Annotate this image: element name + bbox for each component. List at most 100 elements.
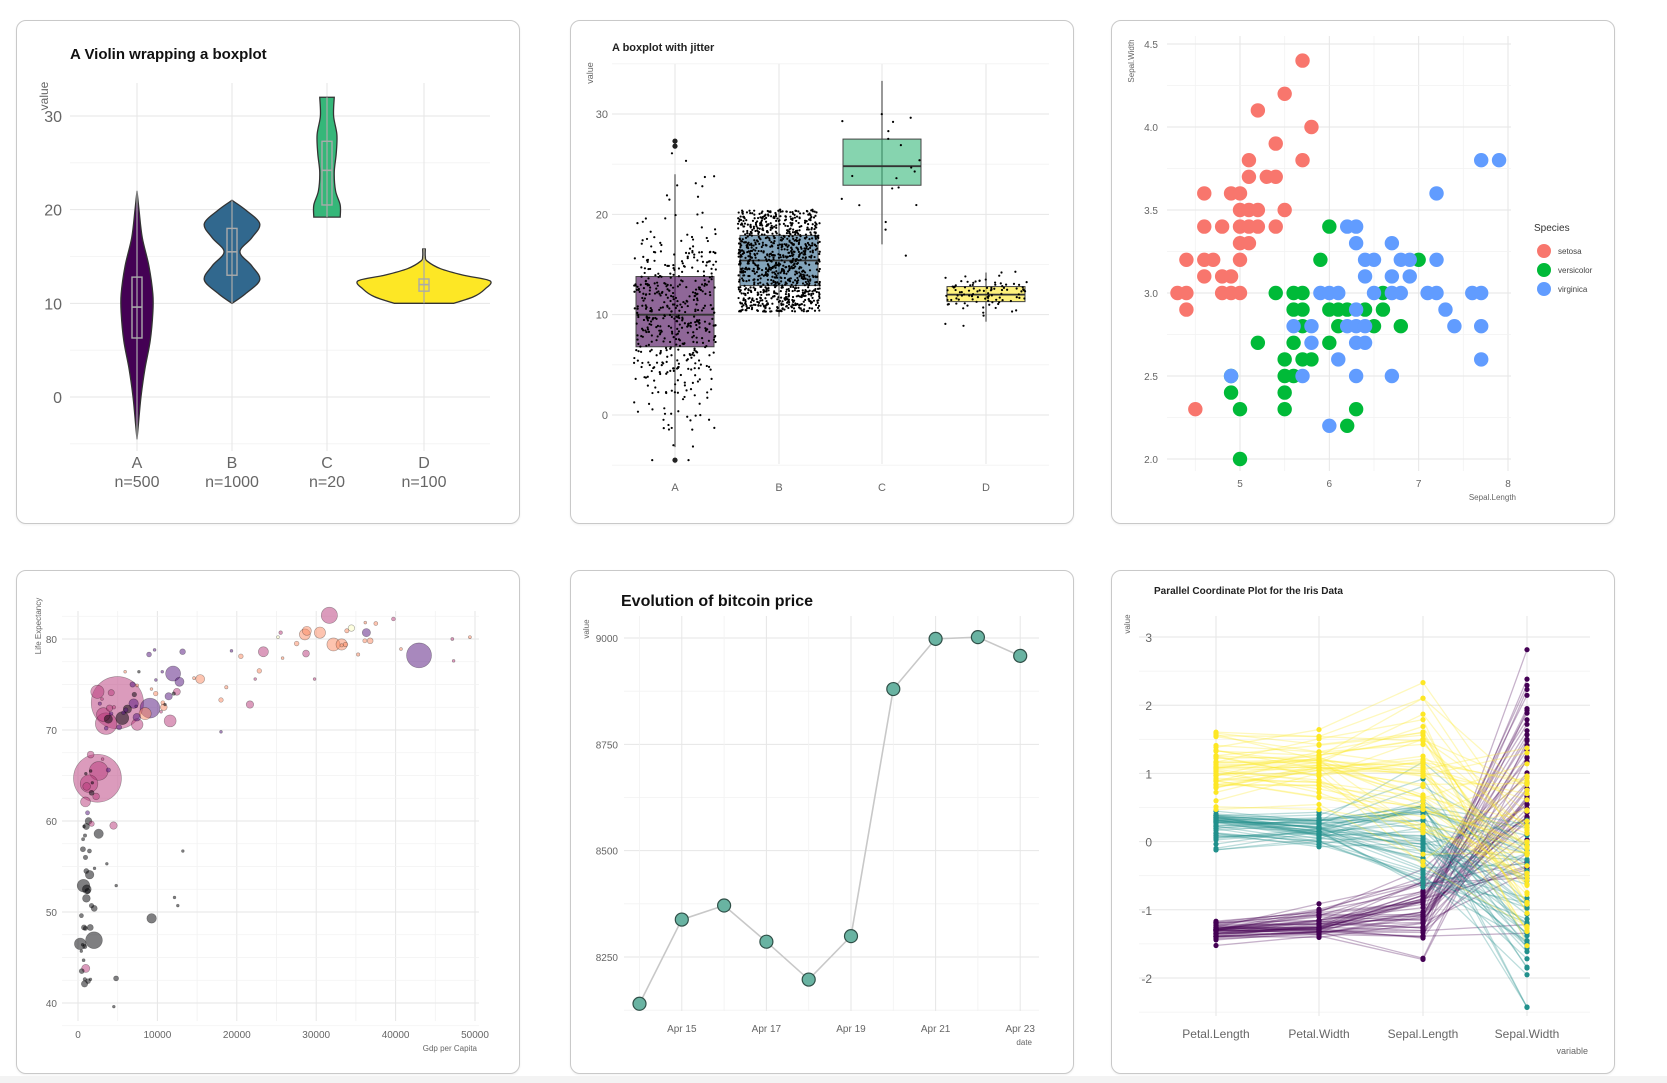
jitter-point — [800, 247, 803, 250]
jitter-point — [643, 267, 647, 270]
jitter-point — [650, 308, 653, 312]
bubble-europe — [293, 640, 300, 647]
jitter-point — [667, 325, 670, 328]
y-tick-label: 20 — [44, 203, 62, 220]
jitter-point — [641, 220, 644, 223]
jitter-point — [897, 186, 900, 189]
jitter-point — [777, 247, 780, 250]
jitter-point — [813, 210, 816, 213]
jitter-point — [676, 391, 679, 394]
jitter-point — [707, 339, 710, 342]
point-virginica — [1420, 814, 1426, 820]
jitter-point — [682, 264, 686, 268]
point-virginica — [1524, 818, 1530, 824]
line-setosa — [1215, 871, 1528, 937]
point-versicolor — [1213, 847, 1219, 853]
jitter-point — [768, 253, 771, 256]
jitter-point — [802, 308, 806, 311]
jitter-point — [807, 286, 810, 289]
line-versicolor — [1215, 814, 1528, 905]
jitter-point — [714, 260, 718, 263]
jitter-point — [798, 253, 801, 256]
jitter-point — [767, 264, 770, 267]
jitter-point — [677, 314, 680, 317]
violin-chart: A Violin wrapping a boxplotvalue0102030A… — [37, 46, 492, 491]
jitter-point — [791, 217, 794, 220]
jitter-point — [699, 363, 702, 366]
jitter-point — [678, 283, 681, 286]
line-versicolor — [1215, 806, 1528, 969]
line-virginica — [1215, 755, 1528, 905]
point-versicolor — [1524, 956, 1530, 962]
line-virginica — [1215, 755, 1528, 827]
bubble-asia — [320, 606, 338, 624]
jitter-point — [741, 238, 744, 241]
jitter-point — [804, 253, 807, 256]
point-setosa — [1420, 892, 1426, 898]
bubble-europe — [153, 691, 159, 697]
jitter-point — [1012, 282, 1016, 285]
bubble-americas — [108, 711, 114, 716]
jitter-point — [740, 302, 744, 305]
jitter-point — [738, 310, 741, 313]
line-setosa — [1215, 710, 1528, 938]
point-setosa — [1197, 219, 1212, 234]
jitter-point — [705, 261, 709, 264]
jitter-point — [982, 314, 985, 317]
y-tick-label: 10 — [596, 310, 608, 322]
jitter-point — [632, 361, 636, 364]
jitter-point — [704, 329, 708, 332]
jitter-point — [982, 306, 985, 309]
jitter-point — [678, 339, 682, 342]
jitter-point — [672, 369, 675, 372]
jitter-point — [706, 239, 709, 243]
point-versicolor — [1340, 418, 1355, 433]
jitter-point — [790, 265, 793, 268]
jitter-point — [771, 265, 774, 269]
point-virginica — [1524, 808, 1530, 814]
jitter-point — [656, 324, 660, 327]
x-axis-label: Sepal.Length — [1469, 493, 1516, 502]
line-virginica — [1215, 762, 1528, 856]
jitter-point — [669, 284, 672, 287]
jitter-point — [670, 294, 673, 298]
jitter-point — [805, 228, 809, 231]
jitter-point — [789, 285, 792, 288]
jitter-point — [689, 388, 693, 391]
jitter-point — [705, 344, 708, 348]
point-setosa — [1316, 901, 1322, 907]
jitter-point — [776, 272, 780, 275]
jitter-point — [946, 289, 949, 292]
line-versicolor — [1215, 821, 1528, 879]
jitter-point — [775, 309, 778, 312]
bubble-asia — [111, 705, 116, 710]
point-virginica — [1524, 870, 1530, 876]
jitter-point — [808, 275, 811, 278]
jitter-point — [708, 330, 711, 334]
jitter-point — [782, 234, 785, 238]
line-setosa — [1215, 923, 1528, 932]
bubble-europe — [366, 637, 374, 645]
jitter-point — [998, 301, 1001, 304]
jitter-point — [797, 294, 800, 297]
jitter-point — [683, 322, 686, 325]
bubble-europe — [192, 676, 196, 680]
point-versicolor — [1524, 1004, 1530, 1010]
jitter-point — [780, 267, 784, 271]
jitter-point — [752, 244, 755, 247]
jitter-point — [684, 310, 687, 314]
jitter-point — [887, 137, 890, 140]
jitter-point — [663, 337, 666, 340]
jitter-point — [770, 297, 773, 300]
jitter-point — [757, 232, 760, 235]
jitter-point — [788, 231, 791, 235]
line-setosa — [1215, 649, 1528, 938]
jitter-point — [787, 278, 790, 281]
jitter-point — [818, 222, 821, 225]
jitter-point — [818, 295, 821, 298]
bubble-africa — [82, 854, 89, 860]
jitter-point — [770, 241, 773, 244]
jitter-point — [696, 299, 699, 302]
bubble-asia — [88, 820, 95, 827]
